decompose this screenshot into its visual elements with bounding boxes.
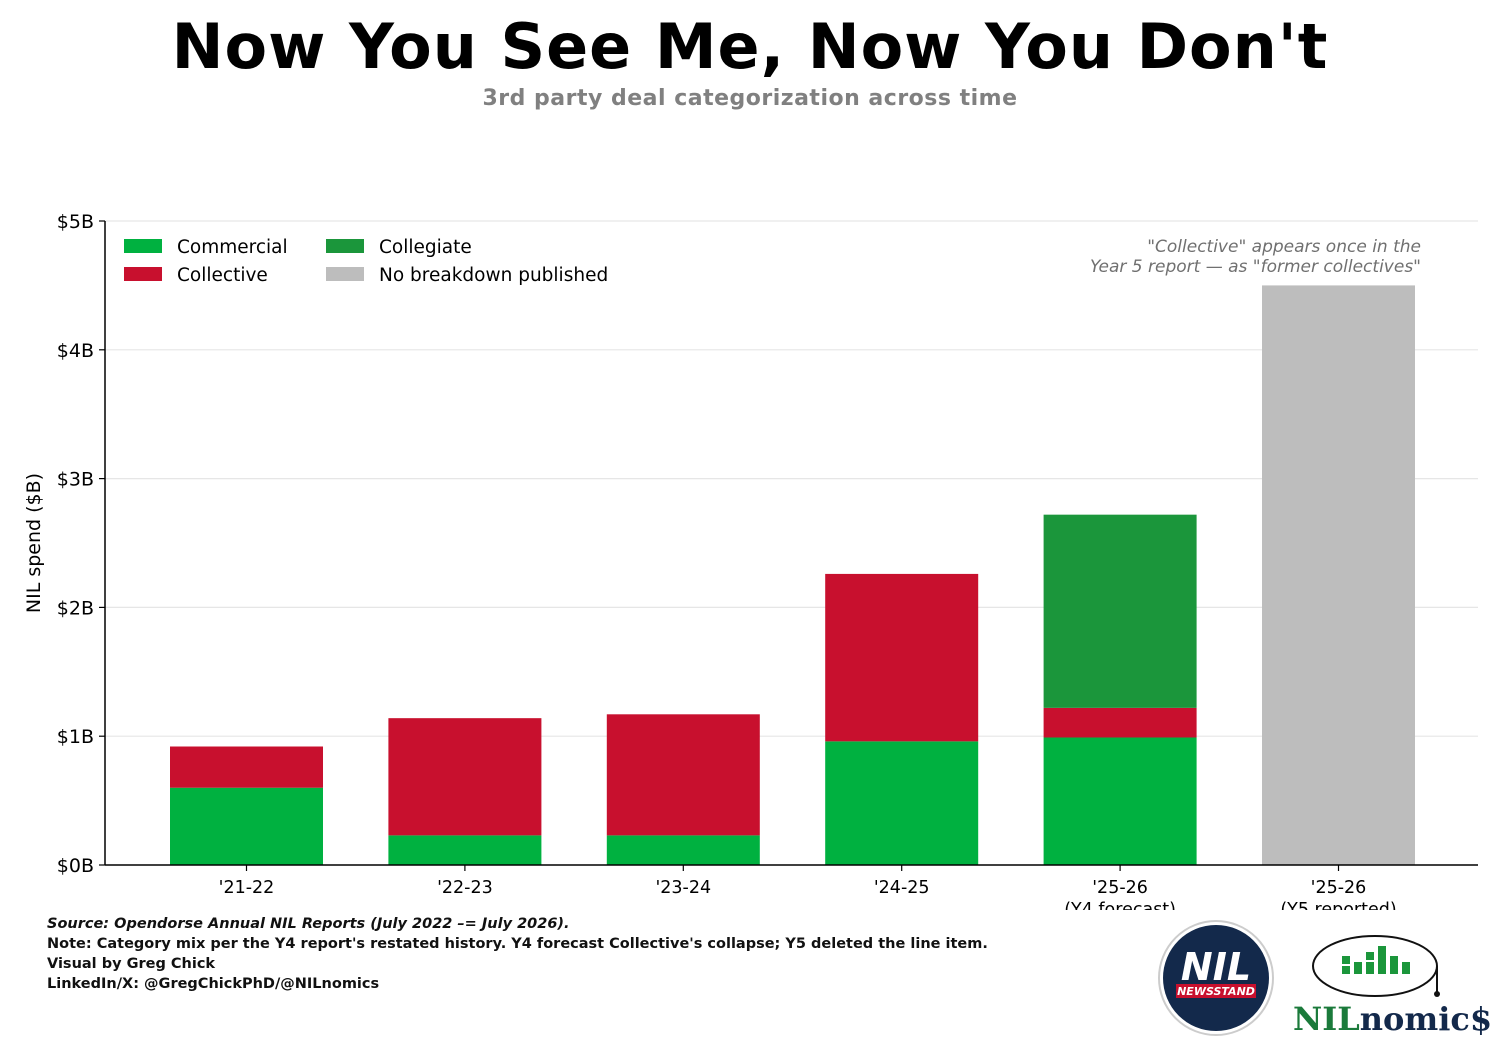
y-tick-label: $4B xyxy=(57,340,94,362)
bar-no-breakdown-published xyxy=(1262,285,1415,865)
nil-newsstand-logo: NIL NEWSSTAND xyxy=(1158,920,1274,1036)
x-tick-label: '21-22 xyxy=(219,878,275,898)
legend-swatch xyxy=(326,239,364,253)
legend-swatch xyxy=(326,267,364,281)
x-tick-label: '23-24 xyxy=(655,878,711,898)
y-tick-label: $2B xyxy=(57,597,94,619)
svg-text:NIL: NIL xyxy=(1181,945,1251,989)
bar-collective xyxy=(170,746,323,788)
chart-title: Now You See Me, Now You Don't xyxy=(171,10,1329,83)
legend-swatch xyxy=(124,239,162,253)
legend-label: Collegiate xyxy=(379,237,472,258)
y-tick-label: $1B xyxy=(57,726,94,748)
bar-collegiate xyxy=(1043,514,1197,708)
stacked-bar-chart: $0B $1B $2B $3B $4B $5B '21-22 '22-23 '23-24 '24-… xyxy=(23,211,1478,910)
bar-collective xyxy=(606,714,760,836)
y-tick-label: $3B xyxy=(57,469,94,491)
axes xyxy=(99,220,1478,871)
source-note: Source: Opendorse Annual NIL Reports (Ju… xyxy=(47,916,570,932)
chart-subtitle: 3rd party deal categorization across tim… xyxy=(482,86,1018,111)
y-tick-label: $5B xyxy=(57,211,94,233)
social-note: LinkedIn/X: @GregChickPhD/@NILnomics xyxy=(47,976,380,992)
credit-note: Visual by Greg Chick xyxy=(47,956,216,972)
category-note: Note: Category mix per the Y4 report's r… xyxy=(47,936,988,952)
bars xyxy=(170,285,1415,865)
bar-collective xyxy=(825,573,979,742)
gridlines xyxy=(105,220,1478,737)
bar-commercial xyxy=(1043,737,1197,865)
footnotes: Source: Opendorse Annual NIL Reports (Ju… xyxy=(47,914,988,994)
bar-collective xyxy=(1043,707,1197,738)
nilnomics-logo: NILnomic$ xyxy=(1293,935,1490,1038)
svg-text:NEWSSTAND: NEWSSTAND xyxy=(1177,985,1255,998)
bar-commercial xyxy=(825,741,979,865)
y-tick-label: $0B xyxy=(57,855,94,877)
annotation-line: "Collective" appears once in the xyxy=(1147,237,1421,257)
x-tick-label: '25-26 (Y5 reported) xyxy=(1280,878,1396,910)
legend-label: Commercial xyxy=(177,237,288,258)
bar-commercial xyxy=(606,835,760,865)
bar-collective xyxy=(388,718,542,836)
bar-commercial xyxy=(170,787,323,865)
svg-text:NILnomic$: NILnomic$ xyxy=(1293,1000,1490,1038)
legend-swatch xyxy=(124,267,162,281)
legend-label: Collective xyxy=(177,265,268,286)
tick-labels: $0B $1B $2B $3B $4B $5B '21-22 '22-23 '23-24 '24-… xyxy=(57,211,1397,910)
x-tick-label: '22-23 xyxy=(437,878,493,898)
x-tick-label: '24-25 xyxy=(874,878,930,898)
legend: Commercial Collective Collegiate No breakdo… xyxy=(124,237,608,286)
annotation-line: Year 5 report — as "former collectives" xyxy=(1090,257,1421,277)
y-axis-label: NIL spend ($B) xyxy=(23,473,45,613)
bar-commercial xyxy=(388,835,542,865)
x-tick-label: '25-26 (Y4 forecast) xyxy=(1064,878,1176,910)
legend-label: No breakdown published xyxy=(379,265,608,286)
